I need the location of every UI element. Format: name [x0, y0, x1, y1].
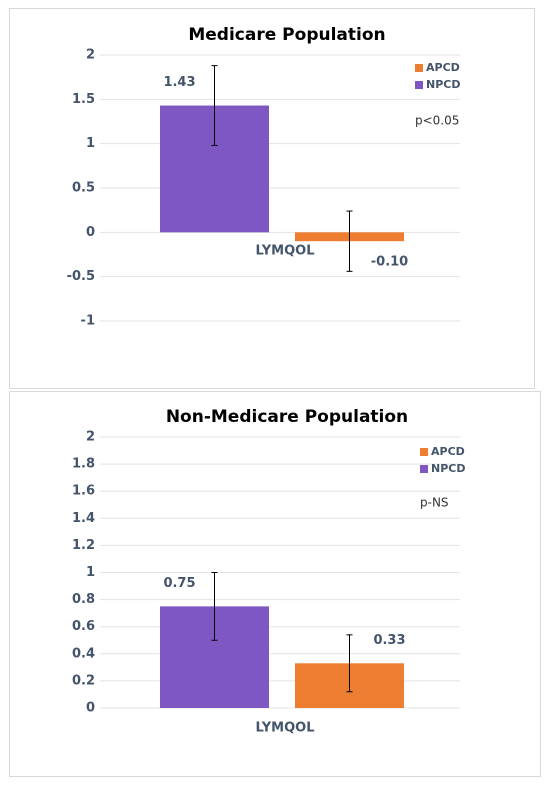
legend-swatch	[420, 465, 428, 473]
legend-label: NPCD	[426, 78, 460, 91]
y-tick-label: 0.2	[72, 673, 95, 688]
legend-swatch	[415, 81, 423, 89]
y-tick-label: 1	[86, 136, 95, 151]
y-tick-label: 0	[86, 225, 95, 240]
legend-label: APCD	[426, 61, 460, 74]
y-tick-label: 1	[86, 565, 95, 580]
chart-title: Non-Medicare Population	[166, 407, 408, 427]
panel	[9, 391, 541, 777]
y-tick-label: 1.2	[72, 538, 95, 553]
value-label: 0.75	[163, 576, 195, 591]
y-tick-label: 1.4	[72, 511, 95, 526]
y-tick-label: 0	[86, 701, 95, 716]
value-label: 0.33	[373, 633, 405, 648]
y-tick-label: 2	[86, 48, 95, 63]
value-label: -0.10	[371, 255, 408, 270]
y-tick-label: 0.5	[72, 181, 95, 196]
y-tick-label: -1	[81, 314, 95, 329]
legend-label: NPCD	[431, 462, 465, 475]
legend-swatch	[415, 64, 423, 72]
y-tick-label: 0.8	[72, 592, 95, 607]
panel	[9, 8, 535, 389]
y-tick-label: 0.4	[72, 646, 95, 661]
y-tick-label: 1.6	[72, 484, 95, 499]
y-tick-label: -0.5	[67, 269, 95, 284]
y-tick-label: 2	[86, 430, 95, 445]
annotation: p-NS	[420, 496, 449, 510]
annotation: p<0.05	[415, 114, 459, 128]
y-tick-label: 1.5	[72, 92, 95, 107]
x-tick-label: LYMQOL	[256, 244, 315, 259]
legend-swatch	[420, 448, 428, 456]
chart-title: Medicare Population	[188, 25, 385, 45]
value-label: 1.43	[163, 75, 195, 90]
x-tick-label: LYMQOL	[256, 721, 315, 736]
y-tick-label: 1.8	[72, 457, 95, 472]
y-tick-label: 0.6	[72, 619, 95, 634]
legend-label: APCD	[431, 445, 465, 458]
